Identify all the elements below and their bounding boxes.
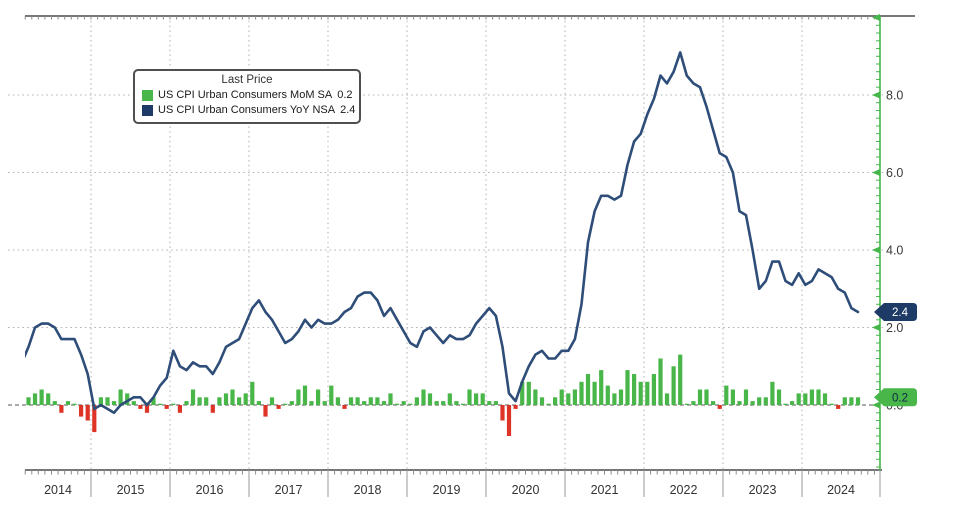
x-axis-year-label: 2022: [670, 483, 698, 497]
y-axis-tick-label: 8.0: [886, 89, 903, 103]
x-axis-year-label: 2023: [749, 483, 777, 497]
x-axis-year-label: 2019: [433, 483, 461, 497]
legend-title: Last Price: [221, 74, 273, 86]
x-axis-year-label: 2017: [275, 483, 303, 497]
x-axis-year-label: 2024: [827, 483, 855, 497]
yoy-series-swatch-icon: [142, 105, 153, 116]
x-axis-year-label: 2015: [117, 483, 145, 497]
x-axis-year-label: 2021: [591, 483, 619, 497]
yoy-line: [25, 51, 860, 415]
mom-series-swatch-icon: [142, 90, 153, 101]
right-axis: 8.06.04.02.00.0: [872, 14, 903, 470]
svg-text:2.4: 2.4: [892, 307, 909, 319]
y-axis-tick-label: 4.0: [886, 244, 903, 258]
x-axis-year-label: 2014: [44, 483, 72, 497]
legend-series-value: 0.2: [337, 89, 353, 101]
legend-item-yoy: US CPI Urban Consumers YoY NSA 2.4: [142, 103, 356, 118]
last-value-badge: 2.4: [874, 303, 917, 321]
x-axis-year-label: 2018: [354, 483, 382, 497]
y-axis-tick-label: 2.0: [886, 321, 903, 335]
bottom-axis: 2014 2015 2016 2017 2018 2019 2020 2021 2022 2023…: [24, 469, 882, 497]
legend-series-name: US CPI Urban Consumers YoY NSA: [158, 104, 336, 116]
legend-series-value: 2.4: [340, 104, 356, 116]
legend-item-mom: US CPI Urban Consumers MoM SA 0.2: [142, 88, 353, 103]
x-axis-year-label: 2020: [512, 483, 540, 497]
top-axis: [24, 15, 915, 20]
svg-text:0.2: 0.2: [892, 392, 908, 404]
chart-legend: Last Price US CPI Urban Consumers MoM SA…: [133, 69, 361, 124]
last-value-badge: 0.2: [874, 388, 917, 407]
gridlines: [8, 16, 883, 470]
legend-series-name: US CPI Urban Consumers MoM SA: [158, 89, 333, 101]
y-axis-tick-label: 6.0: [886, 166, 903, 180]
x-axis-year-label: 2016: [196, 483, 224, 497]
mom-bars: [26, 354, 861, 436]
